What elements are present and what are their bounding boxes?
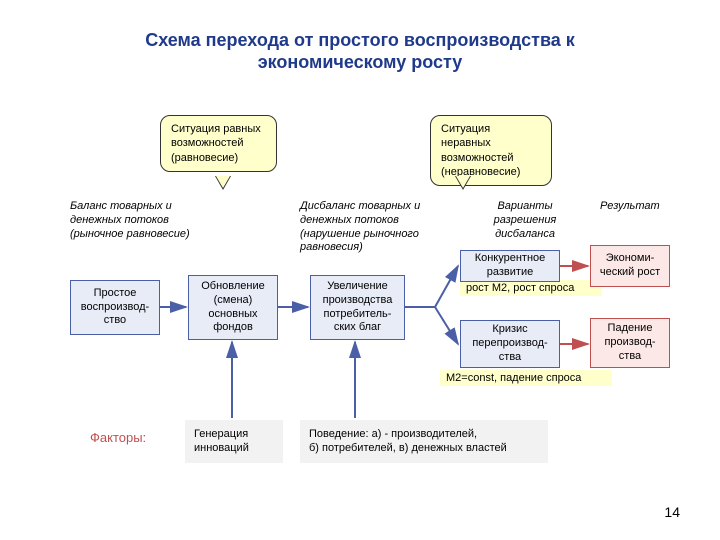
callout-unequal: Ситуация неравных возможностей (неравнов…: [430, 115, 552, 186]
factor-behavior: Поведение: а) - производителей, б) потре…: [300, 420, 548, 463]
box-decline: Падение производ-ства: [590, 318, 670, 368]
box-renewal: Обновление (смена) основных фондов: [188, 275, 278, 340]
box-increase: Увеличение производства потребитель-ских…: [310, 275, 405, 340]
page-number: 14: [664, 504, 680, 520]
label-result: Результат: [600, 200, 680, 214]
box-growth: Экономи-ческий рост: [590, 245, 670, 287]
callout-equal: Ситуация равных возможностей (равновесие…: [160, 115, 277, 172]
strip-m2-growth: рост М2, рост спроса: [460, 280, 602, 296]
strip-m2-const: М2=const, падение спроса: [440, 370, 612, 386]
callout-unequal-tail: [455, 176, 471, 190]
box-competitive: Конкурентное развитие: [460, 250, 560, 282]
box-crisis: Кризис перепроизвод-ства: [460, 320, 560, 368]
label-disbalance: Дисбаланс товарных и денежных потоков (н…: [300, 200, 450, 255]
callout-equal-tail: [215, 176, 231, 190]
label-balance: Баланс товарных и денежных потоков (рыно…: [70, 200, 220, 241]
title-line-2: экономическому росту: [0, 52, 720, 73]
factors-label: Факторы:: [90, 430, 146, 445]
box-simple-reproduction: Простое воспроизвод-ство: [70, 280, 160, 335]
factor-innovation: Генерация инноваций: [185, 420, 283, 463]
title-line-1: Схема перехода от простого воспроизводст…: [0, 30, 720, 51]
label-variants: Варианты разрешения дисбаланса: [480, 200, 570, 241]
